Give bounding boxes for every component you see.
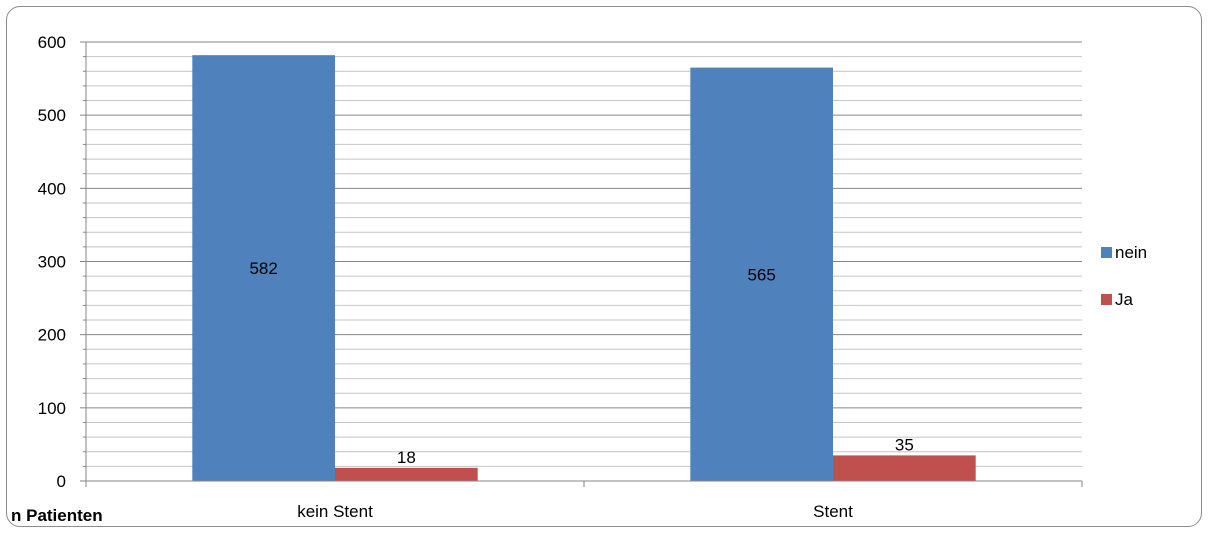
y-axis-title: n Patienten <box>11 506 103 525</box>
axes <box>80 41 1083 487</box>
x-tick-label: kein Stent <box>297 502 373 521</box>
x-tick-label: Stent <box>813 502 853 521</box>
bars <box>192 55 976 482</box>
chart-frame: 0 100 200 300 400 500 600 kein Stent Stent 582 1… <box>6 6 1202 527</box>
legend-label-nein: nein <box>1115 243 1147 262</box>
y-tick-label: 600 <box>38 33 66 52</box>
data-label: 565 <box>747 265 775 284</box>
bar-nein <box>192 55 335 482</box>
y-tick-label: 300 <box>38 253 66 272</box>
bar-ja <box>833 455 976 481</box>
data-label: 18 <box>397 448 416 467</box>
legend-swatch-ja <box>1101 294 1112 305</box>
x-tick-labels: kein Stent Stent <box>297 502 853 521</box>
legend: nein Ja <box>1101 243 1147 309</box>
y-tick-label: 200 <box>38 326 66 345</box>
y-tick-label: 500 <box>38 106 66 125</box>
bar-chart: 0 100 200 300 400 500 600 kein Stent Stent 582 1… <box>11 33 1147 525</box>
bar-nein <box>690 67 833 481</box>
y-tick-label: 0 <box>57 472 66 491</box>
data-labels: 582 18 565 35 <box>249 259 913 467</box>
legend-label-ja: Ja <box>1115 290 1134 309</box>
y-tick-label: 100 <box>38 399 66 418</box>
data-label: 582 <box>249 259 277 278</box>
data-label: 35 <box>895 435 914 454</box>
legend-swatch-nein <box>1101 247 1112 258</box>
bar-ja <box>335 467 478 481</box>
y-tick-label: 400 <box>38 179 66 198</box>
y-tick-labels: 0 100 200 300 400 500 600 <box>38 33 66 491</box>
